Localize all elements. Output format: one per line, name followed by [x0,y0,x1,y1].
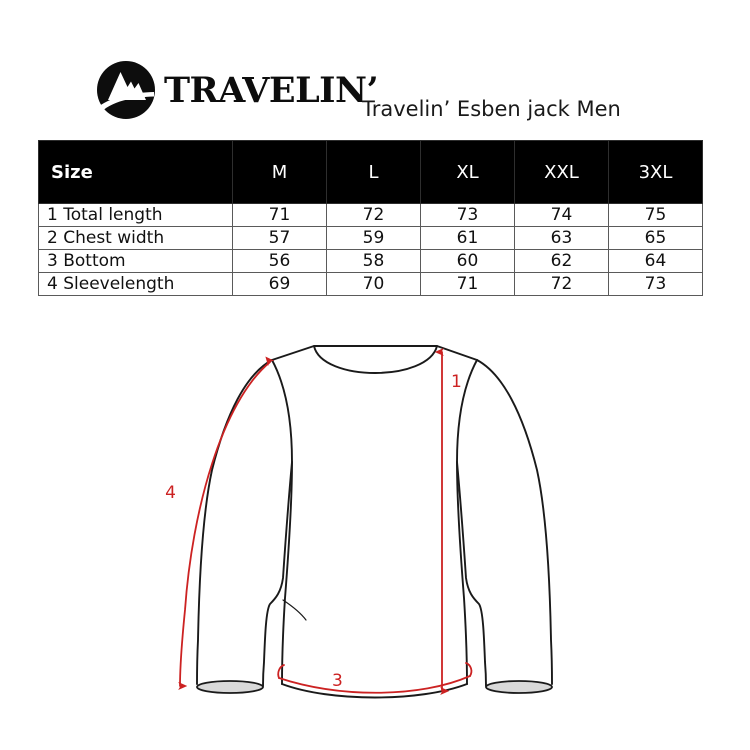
cell-total-length-l: 72 [326,203,421,227]
cell-total-length-m: 71 [232,203,327,227]
page-header: TRAVELIN’ Travelin’ Esben jack Men [0,0,750,140]
label-bottom: 3 [332,671,343,691]
measure-line-sleevelength [178,356,275,691]
cell-total-length-xl: 73 [420,203,515,227]
page-title: Travelin’ Esben jack Men [362,97,621,121]
size-chart-table: Size M L XL XXL 3XL 1 Total length 71 72… [38,140,703,296]
column-header-size: Size [38,140,233,204]
table-row: 1 Total length 71 72 73 74 75 [38,203,703,227]
cell-bottom-m: 56 [232,249,327,273]
garment-measurement-diagram: 1 2 3 4 [0,310,750,730]
cell-bottom-l: 58 [326,249,421,273]
bottom-left-hook [277,664,285,679]
column-header-m: M [232,140,327,204]
cell-chest-width-xl: 61 [420,226,515,250]
table-header-row: Size M L XL XXL 3XL [38,140,703,204]
measurement-number-labels: 1 2 3 4 [165,372,462,691]
bottom-right-hook [465,662,473,677]
column-header-xxl: XXL [514,140,609,204]
cell-total-length-3xl: 75 [608,203,703,227]
cell-chest-width-m: 57 [232,226,327,250]
label-total-length: 1 [451,372,462,392]
measurement-name-bottom: 3 Bottom [38,249,233,273]
mountain-circle-logo-icon [96,60,156,120]
size-chart-table-wrapper: Size M L XL XXL 3XL 1 Total length 71 72… [38,140,703,296]
cell-sleevelength-l: 70 [326,272,421,296]
brand-wordmark: TRAVELIN’ [164,69,379,111]
cell-sleevelength-m: 69 [232,272,327,296]
cell-chest-width-l: 59 [326,226,421,250]
measurement-name-sleevelength: 4 Sleevelength [38,272,233,296]
cell-sleevelength-xxl: 72 [514,272,609,296]
column-header-3xl: 3XL [608,140,703,204]
measurement-name-chest-width: 2 Chest width [38,226,233,250]
measurement-annotations [178,347,473,696]
column-header-l: L [326,140,421,204]
cell-bottom-xl: 60 [420,249,515,273]
cell-chest-width-xxl: 63 [514,226,609,250]
measurement-name-total-length: 1 Total length [38,203,233,227]
table-row: 2 Chest width 57 59 61 63 65 [38,226,703,250]
long-sleeve-shirt-outline [196,345,553,699]
cell-chest-width-3xl: 65 [608,226,703,250]
cell-total-length-xxl: 74 [514,203,609,227]
measure-line-bottom [278,675,471,694]
cell-bottom-xxl: 62 [514,249,609,273]
brand-lockup: TRAVELIN’ [96,60,379,120]
cell-bottom-3xl: 64 [608,249,703,273]
cell-sleevelength-xl: 71 [420,272,515,296]
label-sleevelength: 4 [165,483,176,503]
table-row: 4 Sleevelength 69 70 71 72 73 [38,272,703,296]
cell-sleevelength-3xl: 73 [608,272,703,296]
column-header-xl: XL [420,140,515,204]
table-row: 3 Bottom 56 58 60 62 64 [38,249,703,273]
